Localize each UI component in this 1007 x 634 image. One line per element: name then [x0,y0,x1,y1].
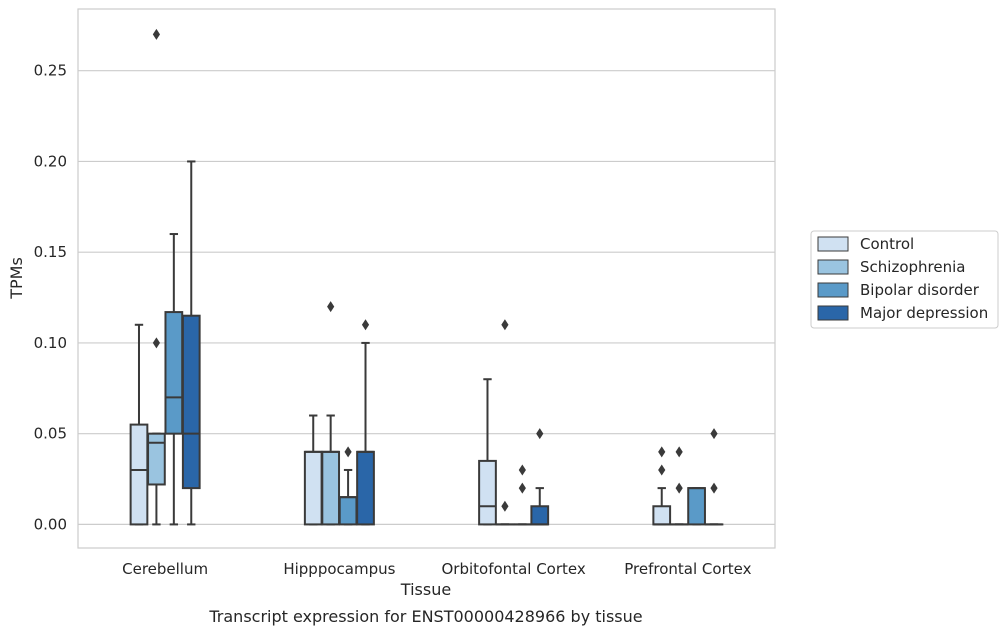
box [687,487,706,526]
box-body [164,311,184,435]
figure-caption: Transcript expression for ENST0000042896… [208,607,642,626]
legend-label: Major depression [860,304,988,322]
legend-swatch [817,305,849,321]
box-body [530,505,550,526]
x-tick-label: Prefrontal Cortex [624,560,751,578]
outlier-point [710,482,718,494]
outlier-point [501,500,509,512]
box-body [129,423,149,526]
outlier-point [710,428,718,440]
legend-label: Control [860,235,914,253]
legend-swatch [817,236,849,252]
box-body [181,314,201,490]
box [129,323,149,526]
outlier-point [361,319,370,331]
legend-label: Schizophrenia [860,258,965,276]
y-tick-label: 0.05 [34,425,67,443]
box [181,160,201,526]
box [321,301,341,526]
outlier-point [327,301,335,313]
x-tick-label: Hipppocampus [283,560,395,578]
outlier-point [658,446,666,458]
box-body [303,450,323,526]
y-tick-label: 0.00 [34,515,67,533]
box [478,378,497,526]
box [147,28,166,526]
outlier-point [501,319,509,331]
boxes [129,28,724,526]
box-body [338,496,358,526]
legend-label: Bipolar disorder [860,281,980,299]
outlier-point [675,482,683,494]
outlier-point [658,464,666,476]
y-tick-labels: 0.00 0.05 0.10 0.15 0.20 0.25 [34,62,67,534]
legend-swatch [817,282,849,298]
outlier-point [518,482,526,494]
box [530,428,550,526]
x-axis-label: Tissue [400,580,451,599]
box [338,446,358,526]
box-body [321,450,341,526]
box [495,319,515,526]
y-tick-label: 0.20 [34,152,67,170]
box-body [478,459,497,526]
box [669,446,689,526]
outlier-point [536,428,544,440]
y-tick-label: 0.10 [34,334,67,352]
box [164,233,184,526]
outlier-point [152,28,161,40]
x-tick-labels: Cerebellum Hipppocampus Orbitofontal Corte… [122,560,751,578]
x-tick-label: Cerebellum [122,560,208,578]
outlier-point [518,464,526,476]
box [512,464,532,526]
y-axis-label: TPMs [7,257,26,300]
box [303,414,323,526]
box-body [687,487,706,526]
y-tick-label: 0.15 [34,243,67,261]
legend-swatch [817,259,849,275]
y-tick-label: 0.25 [34,62,67,80]
box-body [356,450,375,526]
box [652,446,672,526]
box-body [147,432,166,486]
outlier-point [675,446,683,458]
box [356,319,375,526]
outlier-point [152,337,161,349]
legend: Control Schizophrenia Bipolar disorder Majo… [810,230,999,329]
box [704,428,724,526]
outlier-point [344,446,352,458]
legend-frame [810,230,999,329]
plot-frame [77,8,776,549]
box-body [652,505,672,526]
x-tick-label: Orbitofontal Cortex [442,560,586,578]
